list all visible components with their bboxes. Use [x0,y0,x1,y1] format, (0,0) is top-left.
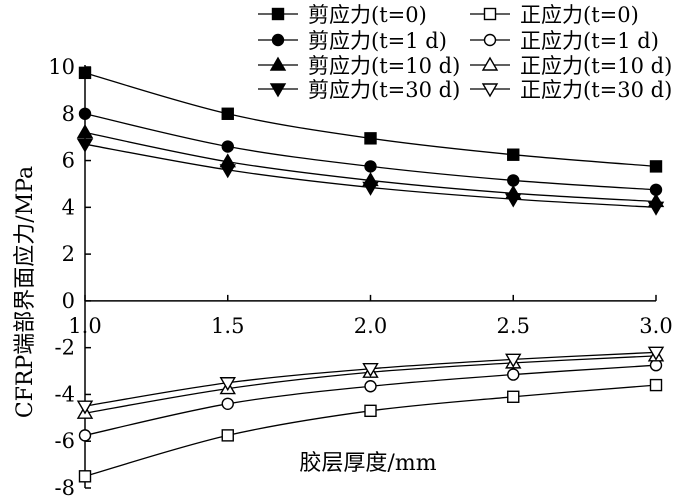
y-tick-label: 10 [48,55,75,79]
data-point [76,138,94,153]
axes: 10 8 6 4 2 0 -2 -4 -6 -8 1.0 1.5 2.0 2.5 3.0 [48,55,672,500]
data-point [76,400,94,415]
legend-item: 剪应力(t=0) [258,3,427,27]
legend-item: 正应力(t=1 d) [470,29,659,53]
data-point [221,429,234,442]
data-point [507,368,520,381]
data-point [76,124,94,139]
x-tick-label: 3.0 [639,314,672,338]
legend-marker [269,83,287,98]
y-tick-label: 2 [62,242,75,266]
data-point [649,378,663,392]
data-point [364,380,377,393]
y-tick-label: -2 [55,336,75,360]
data-point [78,470,92,483]
series-3 [76,138,665,216]
legend-marker [271,33,285,47]
legend-item: 正应力(t=10 d) [470,54,672,78]
data-point [221,107,234,120]
series-group [76,66,665,483]
data-point [507,390,520,403]
legend-marker [481,83,499,98]
data-point [507,148,520,161]
x-axis-label: 胶层厚度/mm [299,451,436,476]
y-axis-label: CFRP端部界面应力/MPa [13,166,38,418]
series-7 [76,346,665,415]
data-point [364,160,377,173]
data-point [649,160,663,173]
data-point [647,201,665,216]
x-tick-label: 1.5 [211,314,244,338]
x-tick-label: 1.0 [68,314,101,338]
data-point [505,353,522,368]
legend-label: 正应力(t=30 d) [520,78,672,102]
series-5 [78,359,663,442]
data-point [219,164,236,179]
y-tick-label: -8 [55,476,75,500]
series-1 [78,107,663,196]
data-point [647,346,665,361]
legend-label: 剪应力(t=0) [308,3,427,27]
data-point [221,397,234,410]
legend-label: 正应力(t=10 d) [520,54,672,78]
y-tick-label: -6 [55,429,75,453]
legend-label: 剪应力(t=30 d) [308,78,460,102]
legend-item: 正应力(t=30 d) [470,78,672,102]
series-4 [78,378,663,483]
series-0 [78,66,663,173]
legend-item: 正应力(t=0) [470,3,639,27]
x-tick-label: 2.5 [497,314,530,338]
legend-marker [269,56,287,71]
data-point [362,181,379,196]
y-tick-label: 8 [62,102,75,126]
legend-item: 剪应力(t=10 d) [258,54,460,78]
legend-marker [483,33,497,47]
legend-label: 剪应力(t=1 d) [308,29,447,53]
data-point [78,107,92,120]
legend-label: 正应力(t=1 d) [520,29,659,53]
data-point [219,377,236,392]
legend-label: 剪应力(t=10 d) [308,54,460,78]
y-tick-label: 0 [62,289,75,313]
y-tick-label: -4 [55,382,75,406]
data-point [221,140,234,153]
legend-label: 正应力(t=0) [520,3,639,27]
data-point [364,132,377,145]
data-point [362,363,379,378]
data-point [505,193,522,208]
legend-marker [481,56,499,71]
legend-item: 剪应力(t=30 d) [258,78,460,102]
legend-item: 剪应力(t=1 d) [258,29,447,53]
data-point [507,174,520,187]
data-point [78,66,92,80]
y-tick-label: 4 [62,195,75,219]
legend-marker [271,7,285,21]
data-point [78,429,92,442]
legend-marker [483,7,497,21]
data-point [364,404,377,418]
x-tick-label: 2.0 [354,314,387,338]
y-tick-label: 6 [62,149,75,173]
legend: 剪应力(t=0)剪应力(t=1 d)剪应力(t=10 d)剪应力(t=30 d)… [258,3,672,102]
